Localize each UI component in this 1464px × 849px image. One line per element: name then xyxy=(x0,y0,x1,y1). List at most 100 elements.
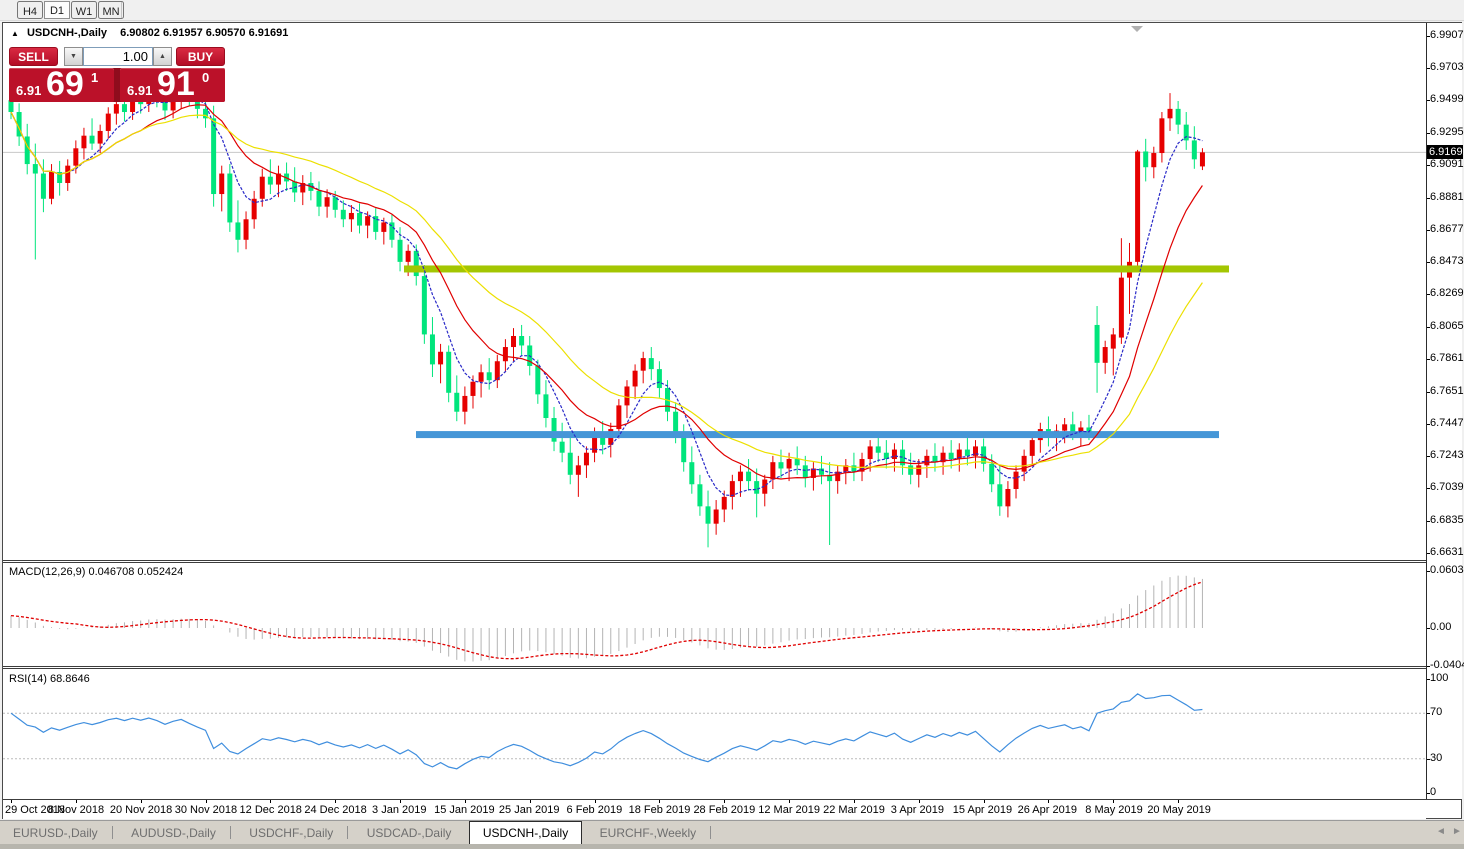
main-chart-pane[interactable] xyxy=(3,23,1426,561)
timeframe-mn-button[interactable]: MN xyxy=(98,1,124,19)
date-axis-tick xyxy=(75,800,77,803)
candle xyxy=(891,449,897,460)
candle xyxy=(1029,440,1035,456)
date-axis-label: 3 Jan 2019 xyxy=(372,804,427,816)
pane-separator[interactable] xyxy=(3,560,1462,561)
candle xyxy=(908,465,914,475)
date-axis-tick xyxy=(789,800,791,803)
candle xyxy=(592,433,598,453)
price-axis-label: 6.88810 xyxy=(1430,190,1464,203)
price-axis-tick xyxy=(1427,520,1430,522)
candle xyxy=(511,335,517,348)
price-axis-tick xyxy=(1427,35,1430,37)
tab-scroll-right-icon[interactable]: ► xyxy=(1452,826,1462,837)
candle xyxy=(1110,334,1116,349)
tab-separator xyxy=(710,826,712,840)
date-axis-label: 15 Jan 2019 xyxy=(434,804,495,816)
candle xyxy=(810,468,816,478)
date-axis-tick xyxy=(918,800,920,803)
tab-scroll-left-icon[interactable]: ◄ xyxy=(1436,826,1446,837)
timeframe-h4-button[interactable]: H4 xyxy=(17,1,43,19)
buy-button[interactable]: BUY xyxy=(176,47,225,66)
candle xyxy=(1078,427,1084,434)
candle xyxy=(49,171,55,199)
candle xyxy=(1191,140,1197,160)
date-axis-label: 20 Nov 2018 xyxy=(109,804,173,816)
date-axis[interactable]: 29 Oct 2018 8 Nov 2018 20 Nov 2018 30 Nov 2… xyxy=(3,800,1426,819)
candle xyxy=(1199,152,1205,167)
rsi-pane[interactable] xyxy=(3,670,1426,799)
pane-separator[interactable] xyxy=(3,666,1462,667)
sell-button[interactable]: SELL xyxy=(9,47,58,66)
price-axis-tick xyxy=(1427,358,1430,360)
collapse-trade-panel-icon[interactable]: ▲ xyxy=(11,29,19,38)
date-axis-tick xyxy=(1178,800,1180,803)
support-line[interactable] xyxy=(416,431,1219,439)
candle xyxy=(843,465,849,472)
date-axis-tick xyxy=(11,800,12,803)
tab-usdcnh-daily[interactable]: USDCNH-,Daily xyxy=(468,821,583,845)
price-axis[interactable]: 6.91691 6.99070 6.97030 6.94990 6.92950 6.90… xyxy=(1426,23,1464,799)
price-axis-tick xyxy=(1427,100,1430,102)
macd-pane[interactable] xyxy=(3,563,1426,667)
date-axis-tick xyxy=(594,800,596,803)
price-axis-label: 6.82690 xyxy=(1430,287,1464,300)
candle xyxy=(575,465,581,475)
price-axis-label: -0.040415 xyxy=(1430,659,1464,672)
candle xyxy=(32,164,38,174)
candle xyxy=(543,394,549,419)
price-axis-label: 30 xyxy=(1430,751,1443,764)
price-axis-label: 6.86770 xyxy=(1430,223,1464,235)
candle xyxy=(997,484,1003,507)
candle xyxy=(121,104,127,113)
tab-audusd-daily[interactable]: AUDUSD-,Daily xyxy=(131,826,216,840)
candle xyxy=(81,135,87,149)
tab-eurchf-weekly[interactable]: EURCHF-,Weekly xyxy=(599,826,697,840)
price-axis-label: 6.68350 xyxy=(1430,513,1464,526)
volume-increase-button[interactable]: ▲ xyxy=(153,47,172,66)
candle xyxy=(932,455,938,463)
candle xyxy=(981,446,987,464)
candle xyxy=(900,449,906,466)
candle xyxy=(746,471,752,482)
quote-boxes: 6.91 69 1 6.91 91 0 xyxy=(9,65,225,103)
timeframe-w1-button[interactable]: W1 xyxy=(71,1,97,19)
date-axis-label: 26 Apr 2019 xyxy=(1017,804,1077,816)
candle xyxy=(1062,424,1068,431)
price-axis-tick xyxy=(1427,456,1430,458)
candle xyxy=(697,484,703,507)
candle xyxy=(24,136,30,165)
candle xyxy=(357,212,363,226)
date-axis-label: 28 Feb 2019 xyxy=(693,804,756,816)
price-axis-tick xyxy=(1427,488,1430,490)
tab-usdchf-daily[interactable]: USDCHF-,Daily xyxy=(249,826,334,840)
candle xyxy=(1005,488,1011,507)
price-axis-tick xyxy=(1427,679,1430,680)
buy-price-box[interactable]: 6.91 91 0 xyxy=(120,65,225,103)
candle xyxy=(600,433,606,445)
volume-decrease-button[interactable]: ▼ xyxy=(64,47,83,66)
chart-shift-marker-icon[interactable] xyxy=(1131,26,1143,32)
rsi-line xyxy=(10,693,1203,770)
candle xyxy=(494,361,500,381)
candle xyxy=(421,276,427,335)
tab-eurusd-daily[interactable]: EURUSD-,Daily xyxy=(13,826,98,840)
resistance-line[interactable] xyxy=(404,265,1229,273)
candle xyxy=(324,197,330,207)
price-axis-label: 6.99070 xyxy=(1430,28,1464,41)
tab-usdcad-daily[interactable]: USDCAD-,Daily xyxy=(366,826,452,840)
status-strip xyxy=(0,844,1464,849)
volume-input[interactable]: 1.00 xyxy=(83,47,153,66)
candle xyxy=(438,351,444,365)
date-axis-label: 30 Nov 2018 xyxy=(174,804,238,816)
candle xyxy=(737,471,743,482)
pane-separator xyxy=(3,799,1462,800)
sell-price-box[interactable]: 6.91 69 1 xyxy=(9,65,114,103)
date-axis-label: 15 Apr 2019 xyxy=(952,804,1013,816)
price-axis-tick xyxy=(1427,793,1430,794)
candle xyxy=(721,496,727,510)
timeframe-d1-button[interactable]: D1 xyxy=(44,1,70,19)
date-axis-tick xyxy=(464,800,466,803)
price-axis-label: 70 xyxy=(1430,706,1443,719)
